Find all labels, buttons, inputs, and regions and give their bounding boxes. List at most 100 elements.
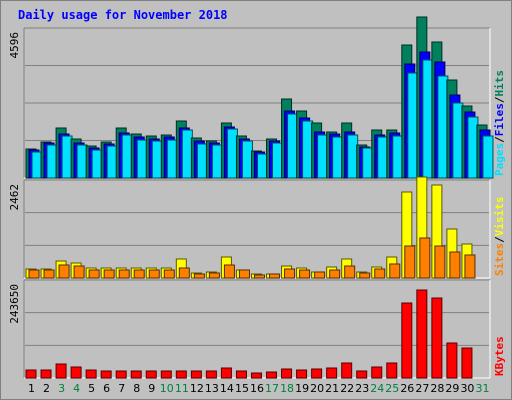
bar-pages-day-14 <box>226 128 238 179</box>
bar-sites-day-3 <box>58 264 70 279</box>
bar-kbytes-day-24 <box>371 366 383 379</box>
bar-kbytes-day-5 <box>85 369 97 379</box>
bar-sites-day-14 <box>223 264 235 279</box>
bar-sites-day-24 <box>374 268 386 279</box>
bar-sites-day-20 <box>314 271 326 279</box>
bar-sites-day-30 <box>464 254 476 279</box>
bar-pages-day-29 <box>452 102 464 179</box>
x-tick-label: 2 <box>43 382 50 395</box>
y-axis-max-label: 2462 <box>8 184 21 211</box>
bar-kbytes-day-2 <box>40 369 52 379</box>
bar-sites-day-8 <box>133 269 145 279</box>
legend-kbytes: KBytes <box>493 336 506 376</box>
chart-title: Daily usage for November 2018 <box>18 8 228 22</box>
x-tick-label: 9 <box>148 382 155 395</box>
legend-entry-hits: Hits <box>493 70 506 97</box>
x-tick-label: 7 <box>118 382 125 395</box>
bar-pages-day-21 <box>332 136 344 179</box>
panel-kbytes <box>24 280 490 378</box>
bar-kbytes-day-22 <box>341 362 353 379</box>
bar-kbytes-day-3 <box>55 363 67 379</box>
legend-entry-pages: Pages <box>493 143 506 176</box>
bar-sites-day-4 <box>73 265 85 279</box>
y-axis-max-label: 4596 <box>8 32 21 59</box>
x-tick-label: 16 <box>250 382 264 395</box>
bar-sites-day-12 <box>193 273 205 279</box>
bar-kbytes-day-1 <box>25 369 37 379</box>
bar-pages-day-25 <box>392 135 404 179</box>
bar-pages-day-31 <box>482 135 494 179</box>
bar-kbytes-day-7 <box>115 370 127 379</box>
bar-sites-day-27 <box>419 237 431 279</box>
x-tick-label: 21 <box>325 382 339 395</box>
bar-kbytes-day-16 <box>250 372 262 379</box>
x-tick-label: 23 <box>355 382 369 395</box>
bar-pages-day-30 <box>467 116 479 179</box>
x-tick-label: 15 <box>235 382 249 395</box>
x-tick-label: 28 <box>430 382 444 395</box>
bar-kbytes-day-30 <box>461 347 473 379</box>
bar-kbytes-day-6 <box>100 370 112 379</box>
bar-pages-day-1 <box>31 151 43 179</box>
bar-kbytes-day-12 <box>190 370 202 379</box>
bar-sites-day-5 <box>88 269 100 279</box>
bar-kbytes-day-15 <box>235 370 247 379</box>
bar-kbytes-day-27 <box>416 289 428 379</box>
bar-pages-day-11 <box>181 129 193 179</box>
bar-sites-day-18 <box>284 268 296 279</box>
legend-hits-files-pages: Pages/Files/Hits <box>493 70 506 176</box>
bar-kbytes-day-4 <box>70 366 82 379</box>
bar-pages-day-24 <box>377 136 389 179</box>
bar-sites-day-13 <box>208 272 220 279</box>
bar-sites-day-15 <box>238 269 250 279</box>
bar-kbytes-day-18 <box>281 368 293 379</box>
bar-sites-day-2 <box>43 269 55 279</box>
bar-kbytes-day-28 <box>431 297 443 379</box>
legend-separator: / <box>493 236 506 243</box>
bar-pages-day-6 <box>106 145 118 179</box>
bar-pages-day-3 <box>61 135 73 179</box>
x-tick-label: 12 <box>190 382 204 395</box>
bar-sites-day-17 <box>269 273 281 279</box>
bar-sites-day-1 <box>28 269 40 279</box>
x-tick-label: 29 <box>445 382 459 395</box>
bar-pages-day-9 <box>151 140 163 179</box>
bar-pages-day-19 <box>302 120 314 179</box>
bar-sites-day-7 <box>118 269 130 279</box>
legend-separator: / <box>493 136 506 143</box>
x-tick-label: 24 <box>370 382 384 395</box>
bar-kbytes-day-25 <box>386 362 398 379</box>
bar-kbytes-day-11 <box>175 370 187 379</box>
bar-kbytes-day-21 <box>326 367 338 379</box>
bar-kbytes-day-9 <box>145 370 157 379</box>
bar-sites-day-9 <box>148 269 160 279</box>
bar-pages-day-5 <box>91 149 103 179</box>
x-tick-label: 10 <box>160 382 174 395</box>
bar-sites-day-19 <box>299 269 311 279</box>
legend-entry-visits: Visits <box>493 197 506 237</box>
legend-visits-sites: Sites/Visits <box>493 197 506 277</box>
y-axis-max-label: 243650 <box>8 284 21 324</box>
bar-pages-day-20 <box>317 134 329 179</box>
bar-sites-day-26 <box>404 245 416 279</box>
bar-kbytes-day-14 <box>220 367 232 379</box>
bar-marks <box>25 16 494 379</box>
legend-entry-kbytes: KBytes <box>493 336 506 376</box>
bar-sites-day-25 <box>389 263 401 279</box>
bar-kbytes-day-8 <box>130 370 142 379</box>
bar-kbytes-day-17 <box>266 371 278 379</box>
x-tick-label: 31 <box>475 382 489 395</box>
bar-pages-day-22 <box>347 134 359 179</box>
x-tick-label: 1 <box>28 382 35 395</box>
bar-sites-day-11 <box>178 267 190 279</box>
x-tick-label: 13 <box>205 382 219 395</box>
x-tick-label: 8 <box>133 382 140 395</box>
x-tick-label: 30 <box>460 382 474 395</box>
bar-kbytes-day-20 <box>311 368 323 379</box>
x-tick-label: 26 <box>400 382 414 395</box>
bar-pages-day-13 <box>211 144 223 179</box>
